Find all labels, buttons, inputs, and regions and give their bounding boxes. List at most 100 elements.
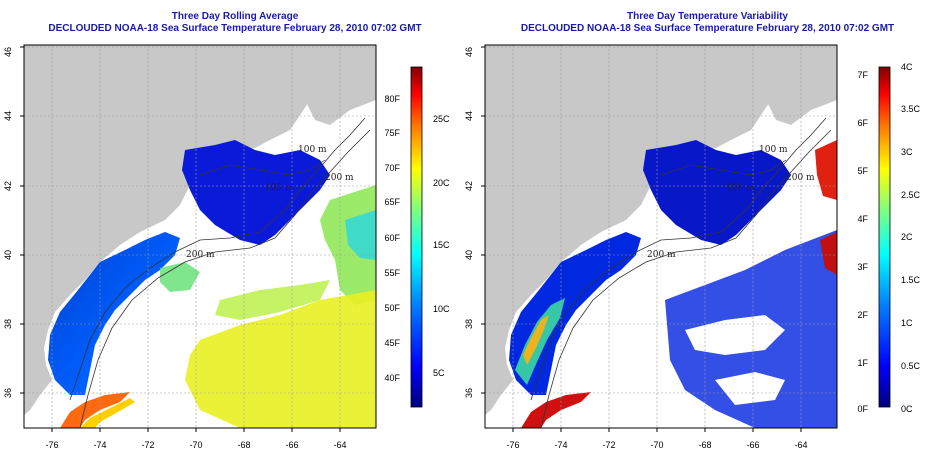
offshore-green-patch <box>160 262 200 292</box>
x-tick-label: -72 <box>602 440 615 450</box>
y-tick-label: 38 <box>3 319 13 329</box>
x-tick-label: -66 <box>746 440 759 450</box>
map-title: Three Day Temperature Variability <box>627 11 788 22</box>
no-data-gap <box>685 315 785 355</box>
gulf-stream-edge <box>80 398 135 428</box>
bathymetry-100m-contour <box>530 117 827 401</box>
x-tick-label: -66 <box>285 440 298 450</box>
colorbar-f-label: 40F <box>384 373 400 383</box>
colorbar-c-label: 15C <box>433 240 450 250</box>
nova-scotia-land <box>761 55 837 125</box>
gulf-stream-sst <box>60 392 130 428</box>
map-subtitle: DECLOUDED NOAA-18 Sea Surface Temperatur… <box>520 23 895 34</box>
bathymetry-100m-contour <box>69 117 366 401</box>
gulf-of-maine-contour <box>199 159 326 176</box>
gulf-stream-variability <box>521 392 591 428</box>
y-axis <box>20 46 24 394</box>
map-frame <box>484 44 838 429</box>
x-tick-label: -70 <box>650 440 663 450</box>
colorbar-c-label: 20C <box>433 178 450 188</box>
map-title: Three Day Rolling Average <box>171 11 299 22</box>
shelf-peak-variability <box>523 315 549 365</box>
colorbar-c-label: 3.5C <box>901 104 921 114</box>
colorbar-f-label: 60F <box>384 233 400 243</box>
bathymetry-200m-contour <box>79 129 371 428</box>
offshore-red-variability <box>815 140 837 200</box>
x-tick-label: -76 <box>506 440 519 450</box>
colorbar-f-label: 4F <box>857 214 868 224</box>
y-tick-label: 44 <box>3 111 13 121</box>
x-tick-label: -68 <box>698 440 711 450</box>
offshore-cyan-sst <box>345 210 376 260</box>
no-data-gap <box>715 372 785 405</box>
x-tick-label: -76 <box>45 440 58 450</box>
colorbar-f-label: 75F <box>384 128 400 138</box>
y-tick-label: 46 <box>3 47 13 57</box>
y-tick-label: 46 <box>464 47 474 57</box>
shelf-variability <box>509 232 641 395</box>
colorbar-c-label: 2.5C <box>901 190 921 200</box>
gulf-of-maine-sst <box>182 140 330 245</box>
colorbar-f-label: 65F <box>384 197 400 207</box>
sst-variability-map: 100 m 200 m 100 m 200 m -76 -74 -72 -70 … <box>464 44 921 450</box>
x-axis <box>512 428 802 432</box>
x-tick-label: -68 <box>237 440 250 450</box>
contour-label: 100 m <box>759 145 788 155</box>
contour-label: 200 m <box>186 250 215 260</box>
colorbar-c-label: 1C <box>901 318 913 328</box>
colorbar-c-label: 4C <box>901 62 913 72</box>
colorbar-f-label: 5F <box>857 166 868 176</box>
y-tick-label: 42 <box>3 181 13 191</box>
colorbar-f-label: 0F <box>857 404 868 414</box>
colorbar-c-label: 25C <box>433 114 450 124</box>
offshore-yellow-sst <box>185 290 376 428</box>
temperature-colorbar <box>410 66 423 408</box>
colorbar-c-label: 0.5C <box>901 361 921 371</box>
colorbar-f-label: 55F <box>384 268 400 278</box>
x-tick-label: -64 <box>333 440 346 450</box>
colorbar-c-label: 2C <box>901 232 913 242</box>
y-tick-label: 36 <box>464 388 474 398</box>
colorbar-f-label: 3F <box>857 262 868 272</box>
nova-scotia-land <box>300 55 376 125</box>
variability-colorbar <box>878 66 891 408</box>
contour-label: 100 m <box>265 183 294 193</box>
colorbar-c-label: 0C <box>901 404 913 414</box>
gulf-of-maine-contour <box>660 159 787 176</box>
colorbar-f-label: 80F <box>384 94 400 104</box>
colorbar-f-label: 6F <box>857 118 868 128</box>
colorbar-c-label: 5C <box>433 368 445 378</box>
land-mass <box>24 45 376 415</box>
y-tick-label: 42 <box>464 181 474 191</box>
x-tick-label: -64 <box>794 440 807 450</box>
y-tick-label: 38 <box>464 319 474 329</box>
sst-variability-panel: Three Day Temperature Variability DECLOU… <box>464 0 950 475</box>
x-tick-label: -74 <box>93 440 106 450</box>
x-tick-label: -72 <box>141 440 154 450</box>
shelf-water-sst <box>48 232 180 395</box>
y-tick-label: 36 <box>3 388 13 398</box>
colorbar-f-label: 7F <box>857 70 868 80</box>
contour-label: 200 m <box>647 250 676 260</box>
contour-label: 100 m <box>726 183 755 193</box>
x-axis <box>51 428 341 432</box>
colorbar-f-label: 2F <box>857 310 868 320</box>
bathymetry-200m-contour <box>540 129 832 428</box>
map-subtitle: DECLOUDED NOAA-18 Sea Surface Temperatur… <box>48 23 422 34</box>
map-frame <box>23 44 377 429</box>
contour-label: 200 m <box>325 173 354 183</box>
y-tick-label: 44 <box>464 111 474 121</box>
offshore-red-variability <box>820 232 837 275</box>
x-tick-label: -70 <box>189 440 202 450</box>
colorbar-f-label: 50F <box>384 303 400 313</box>
graticule <box>485 45 837 428</box>
contour-label: 100 m <box>298 145 327 155</box>
colorbar-f-label: 1F <box>857 358 868 368</box>
contour-label: 200 m <box>786 173 815 183</box>
colorbar-c-label: 1.5C <box>901 275 921 285</box>
gulf-of-maine-variability <box>643 140 791 245</box>
graticule <box>24 45 376 428</box>
colorbar-c-label: 3C <box>901 147 913 157</box>
y-tick-label: 40 <box>3 250 13 260</box>
y-axis <box>481 46 485 394</box>
